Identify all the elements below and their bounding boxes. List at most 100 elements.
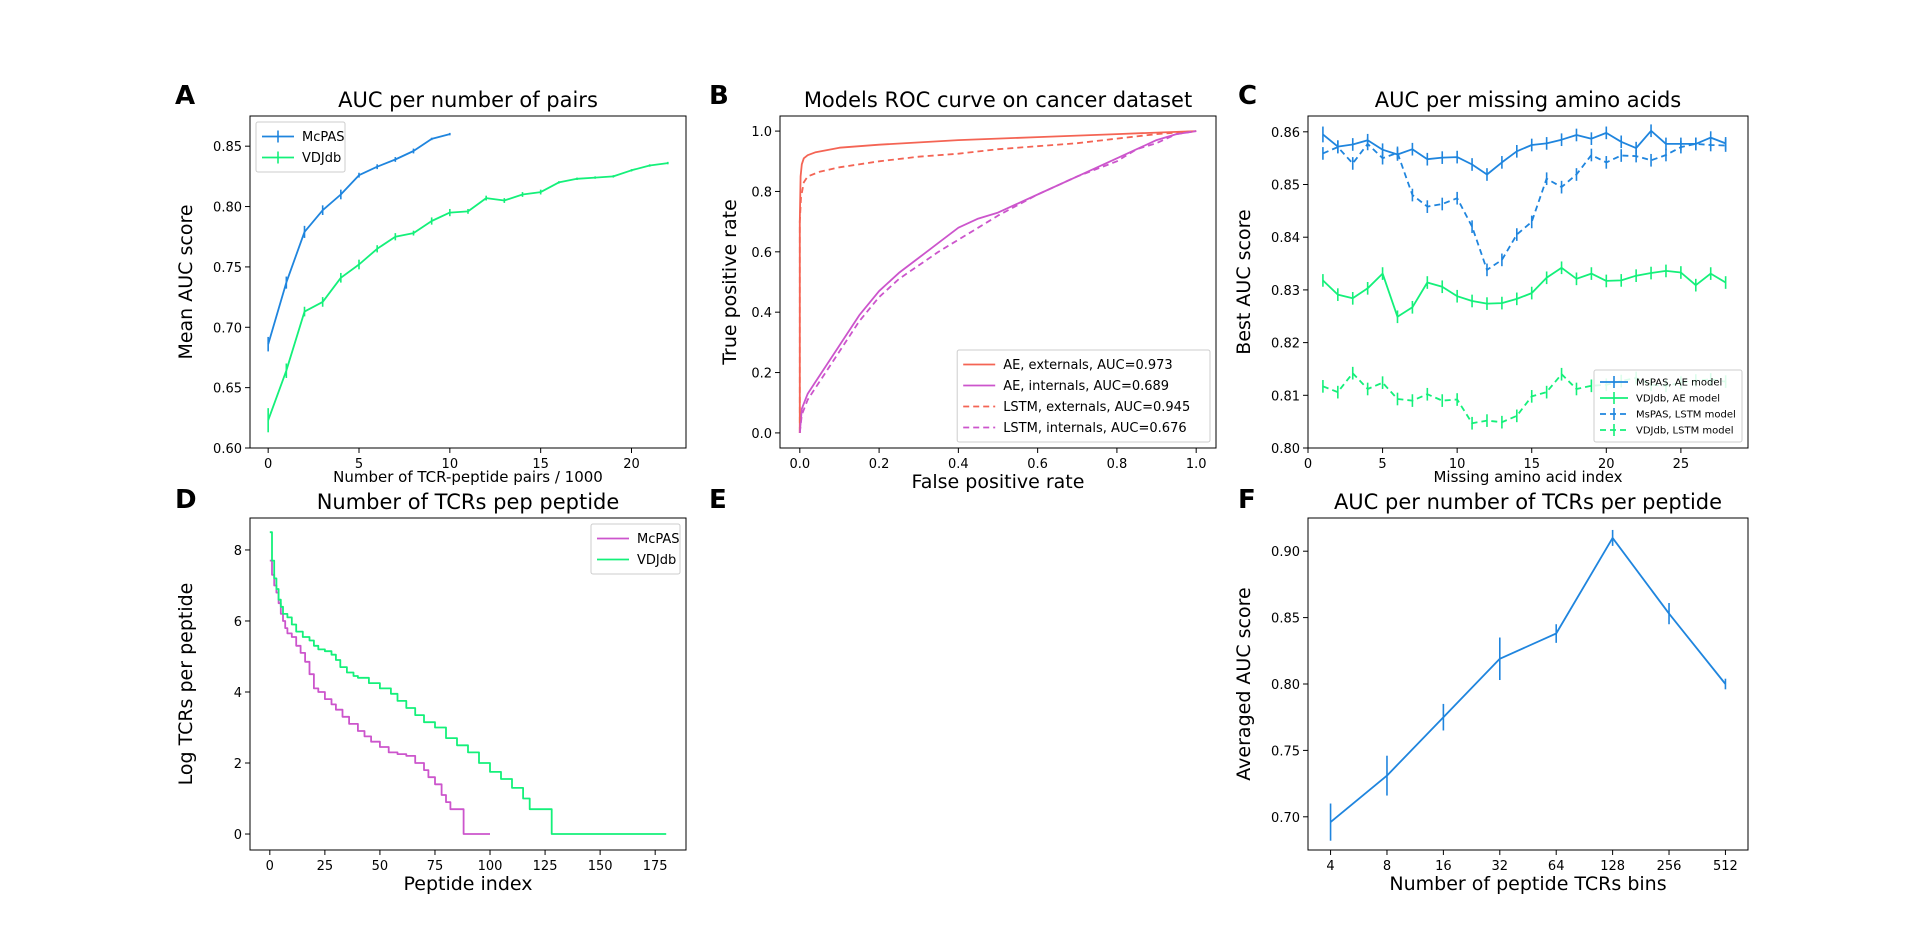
series-1: [1329, 529, 1727, 841]
panel-letter: B: [709, 81, 729, 111]
legend-label: LSTM, internals, AUC=0.676: [1003, 421, 1186, 436]
y-tick-label: 0.80: [1271, 442, 1300, 457]
y-tick-label: 8: [234, 544, 242, 559]
panel-letter: A: [175, 81, 195, 111]
chart-title: AUC per missing amino acids: [1375, 88, 1681, 112]
panel-c: C AUC per missing amino acids 0 5 10 15 20 25 0.…: [1233, 81, 1749, 486]
x-tick-label: 0: [264, 457, 272, 472]
y-tick-label: 0.80: [1271, 678, 1300, 693]
panel-letter: E: [709, 485, 727, 515]
y-tick-label: 0.2: [751, 367, 772, 382]
y-axis-label: Averaged AUC score: [1233, 587, 1255, 780]
chart-title: AUC per number of TCRs per peptide: [1334, 490, 1722, 514]
legend: McPAS VDJdb: [255, 121, 346, 173]
x-tick-label: 0.0: [789, 457, 810, 472]
legend-label: AE, internals, AUC=0.689: [1003, 379, 1169, 394]
series-2: [1322, 261, 1727, 324]
y-tick-label: 0.8: [751, 185, 772, 200]
x-tick-label: 512: [1713, 859, 1738, 874]
y-tick-label: 0.83: [1271, 284, 1300, 299]
y-tick-label: 0.4: [751, 306, 772, 321]
x-tick-label: 0: [266, 859, 274, 874]
plot-frame: [249, 115, 687, 449]
legend-label: LSTM, externals, AUC=0.945: [1003, 400, 1190, 415]
x-tick-label: 5: [1378, 457, 1386, 472]
legend: MsPAS, AE model VDJdb, AE model MsPAS, LST…: [1593, 369, 1743, 443]
x-tick-label: 20: [623, 457, 640, 472]
x-tick-label: 150: [588, 859, 613, 874]
plot-area: [798, 130, 1197, 433]
legend-box: [1593, 369, 1743, 443]
series-line: [798, 130, 1197, 433]
series-1: [798, 130, 1197, 433]
x-tick-label: 64: [1548, 859, 1565, 874]
series-line: [1322, 142, 1726, 271]
y-tick-label: 0.75: [1271, 744, 1300, 759]
plot-frame: [1307, 517, 1749, 851]
y-tick-label: 0.70: [213, 321, 242, 336]
x-tick-label: 10: [1449, 457, 1466, 472]
y-tick-label: 0.0: [751, 427, 772, 442]
y-axis-label: Log TCRs per peptide: [175, 583, 197, 786]
legend-label: MsPAS, AE model: [1636, 378, 1722, 389]
y-tick-label: 0.70: [1271, 811, 1300, 826]
x-tick-label: 8: [1383, 859, 1391, 874]
legend-label: VDJdb: [637, 553, 676, 568]
x-tick-label: 32: [1492, 859, 1509, 874]
panel-b: B Models ROC curve on cancer dataset 0.0 0.…: [709, 81, 1217, 493]
legend-box: [590, 523, 681, 575]
series-line: [267, 162, 668, 421]
y-tick-label: 4: [234, 686, 242, 701]
legend-label: AE, externals, AUC=0.973: [1003, 358, 1172, 373]
y-tick-label: 6: [234, 615, 242, 630]
series-3: [1322, 137, 1727, 277]
panel-d: D Number of TCRs pep peptide 0 25 50 75 100 125…: [175, 485, 687, 895]
series-line: [269, 531, 667, 835]
x-tick-label: 0.6: [1027, 457, 1048, 472]
y-tick-label: 0.80: [213, 201, 242, 216]
x-tick-label: 0.4: [948, 457, 969, 472]
plot-frame: [1307, 115, 1749, 449]
panel-f: F AUC per number of TCRs per peptide 4 8 16 3…: [1233, 485, 1749, 895]
y-axis-label: Mean AUC score: [175, 204, 197, 359]
x-axis-label: Missing amino acid index: [1433, 468, 1622, 486]
x-tick-label: 75: [427, 859, 444, 874]
x-tick-label: 4: [1326, 859, 1334, 874]
panel-e: E: [709, 485, 727, 515]
chart-title: AUC per number of pairs: [338, 88, 598, 112]
legend-label: VDJdb: [302, 151, 341, 166]
y-tick-label: 0.84: [1271, 231, 1300, 246]
series-line: [798, 130, 1197, 433]
panel-a: A AUC per number of pairs 0 5 10 15 20 0.60 0.65…: [175, 81, 687, 486]
x-tick-label: 15: [532, 457, 549, 472]
y-tick-label: 0.65: [213, 382, 242, 397]
y-tick-label: 0.75: [213, 261, 242, 276]
legend: AE, externals, AUC=0.973 AE, internals, A…: [956, 349, 1211, 443]
plot-frame: [779, 115, 1217, 449]
panel-letter: D: [175, 485, 197, 515]
y-axis-label: Best AUC score: [1233, 209, 1255, 354]
legend-label: McPAS: [637, 532, 680, 547]
y-tick-label: 0.60: [213, 442, 242, 457]
x-tick-label: 16: [1435, 859, 1452, 874]
series-4: [798, 130, 1197, 433]
x-tick-label: 50: [372, 859, 389, 874]
y-tick-label: 0: [234, 828, 242, 843]
plot-area: [267, 132, 669, 433]
y-axis-label: True positive rate: [719, 199, 741, 366]
y-tick-label: 0.85: [1271, 612, 1300, 627]
series-3: [798, 130, 1197, 433]
y-tick-label: 0.85: [1271, 179, 1300, 194]
series-1: [1322, 124, 1727, 181]
x-tick-label: 256: [1657, 859, 1682, 874]
x-tick-label: 25: [1673, 457, 1690, 472]
x-tick-label: 5: [355, 457, 363, 472]
chart-title: Models ROC curve on cancer dataset: [804, 88, 1192, 112]
series-2: [267, 161, 669, 433]
x-axis-label: Number of TCR-peptide pairs / 1000: [333, 468, 603, 486]
y-tick-label: 1.0: [751, 125, 772, 140]
legend-label: MsPAS, LSTM model: [1636, 410, 1736, 421]
series-1: [267, 132, 451, 352]
y-tick-label: 0.82: [1271, 337, 1300, 352]
